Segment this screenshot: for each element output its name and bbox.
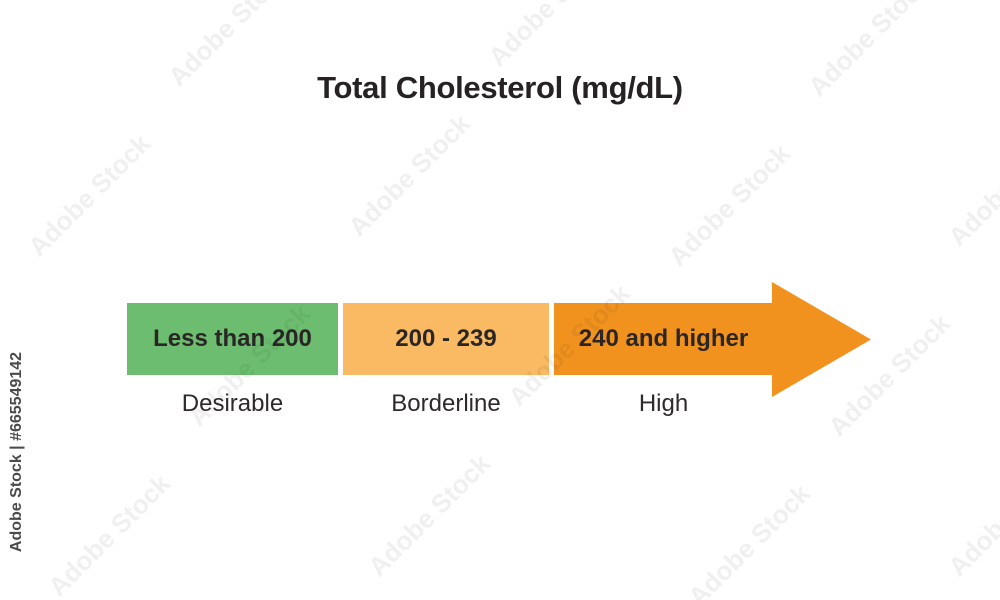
diagram-title: Total Cholesterol (mg/dL) — [317, 70, 683, 105]
adobe-stock-watermark-ghost: Adobe Stock — [482, 0, 616, 72]
adobe-stock-watermark-ghost: Adobe Stock — [682, 478, 816, 600]
scale-segment-high: 240 and higher — [554, 303, 773, 375]
arrow-head-icon — [772, 282, 871, 397]
adobe-stock-watermark-ghost: Adobe Stock — [362, 448, 496, 582]
adobe-stock-watermark-ghost: Adobe Stock — [942, 448, 1000, 582]
segment-range-label: 200 - 239 — [395, 325, 497, 352]
category-label-desirable: Desirable — [181, 390, 284, 417]
adobe-stock-watermark-ghost: Adobe Stock — [22, 128, 156, 262]
adobe-stock-id-watermark: Adobe Stock | #665549142 — [8, 351, 25, 553]
category-label-high: High — [638, 390, 689, 417]
category-label-borderline: Borderline — [391, 390, 501, 417]
adobe-stock-watermark-ghost: Adobe Stock — [42, 468, 176, 600]
adobe-stock-watermark-ghost: Adobe Stock — [342, 108, 476, 242]
segment-range-label: 240 and higher — [578, 325, 749, 352]
segment-range-label: Less than 200 — [153, 325, 312, 352]
adobe-stock-watermark-ghost: Adobe Stock — [942, 118, 1000, 252]
adobe-stock-watermark-ghost: Adobe Stock — [662, 138, 796, 272]
scale-segment-desirable: Less than 200 — [127, 303, 338, 375]
scale-segment-borderline: 200 - 239 — [343, 303, 549, 375]
